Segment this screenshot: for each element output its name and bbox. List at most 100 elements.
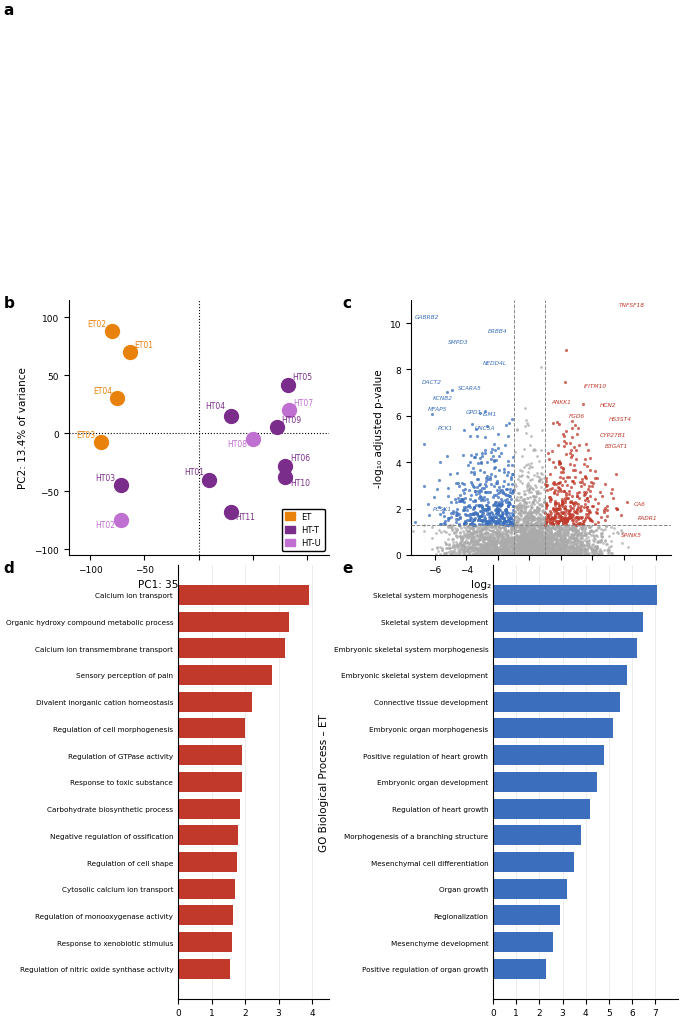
Point	[464, 512, 475, 528]
Point	[504, 535, 515, 551]
Point	[477, 540, 488, 556]
Point	[467, 539, 478, 555]
Point	[535, 530, 546, 546]
Point	[545, 515, 556, 531]
Point	[280, 459, 291, 475]
Point	[571, 510, 582, 526]
Point	[462, 498, 473, 515]
Point	[475, 527, 486, 543]
Point	[561, 539, 572, 555]
Point	[523, 541, 534, 557]
Point	[576, 522, 587, 538]
Point	[527, 534, 538, 550]
Point	[456, 491, 466, 507]
Bar	[493, 852, 574, 872]
Point	[475, 518, 486, 534]
Point	[468, 546, 479, 562]
Point	[523, 520, 534, 536]
Point	[519, 541, 530, 557]
Point	[510, 538, 521, 554]
Point	[427, 541, 438, 557]
Point	[532, 525, 543, 541]
Point	[516, 538, 527, 554]
Point	[456, 538, 467, 554]
Point	[477, 538, 488, 554]
Point	[482, 501, 493, 518]
Point	[486, 524, 497, 540]
Point	[551, 534, 562, 550]
Point	[562, 541, 573, 557]
Point	[477, 540, 488, 556]
Point	[548, 541, 559, 557]
Point	[476, 522, 487, 538]
Point	[455, 526, 466, 542]
Point	[552, 501, 563, 518]
Point	[549, 506, 560, 523]
Point	[557, 495, 568, 512]
Point	[497, 511, 508, 527]
Point	[521, 517, 532, 533]
Point	[557, 539, 568, 555]
Point	[534, 526, 545, 542]
Point	[453, 528, 464, 544]
Point	[524, 547, 535, 564]
Point	[591, 471, 602, 487]
Point	[540, 531, 551, 547]
Point	[496, 540, 507, 556]
Point	[517, 543, 528, 559]
Point	[475, 476, 486, 492]
Point	[466, 537, 477, 553]
Point	[555, 540, 566, 556]
Point	[580, 542, 590, 558]
Point	[517, 539, 528, 555]
Point	[556, 544, 567, 560]
Point	[470, 525, 481, 541]
Point	[514, 545, 525, 561]
Text: UNC5A: UNC5A	[475, 426, 495, 430]
Point	[453, 493, 464, 510]
Point	[549, 520, 560, 536]
Point	[563, 531, 574, 547]
Point	[523, 545, 534, 561]
Point	[478, 508, 489, 525]
Point	[537, 526, 548, 542]
Point	[565, 535, 576, 551]
Point	[545, 531, 556, 547]
Point	[514, 543, 525, 559]
Point	[493, 530, 503, 546]
Point	[465, 534, 476, 550]
Point	[576, 547, 587, 564]
Point	[516, 540, 527, 556]
Point	[530, 535, 541, 551]
Point	[504, 484, 515, 500]
Point	[572, 543, 583, 559]
Point	[481, 538, 492, 554]
Point	[581, 436, 592, 452]
Point	[498, 546, 509, 562]
Point	[525, 519, 536, 535]
Point	[481, 531, 492, 547]
Point	[482, 544, 493, 560]
Point	[523, 510, 534, 526]
Point	[495, 496, 506, 513]
Point	[524, 530, 535, 546]
Point	[476, 500, 487, 517]
Point	[521, 542, 532, 558]
Point	[510, 523, 521, 539]
Point	[475, 525, 486, 541]
Point	[488, 518, 499, 534]
Point	[494, 485, 505, 501]
Point	[519, 524, 530, 540]
Point	[583, 546, 594, 562]
Point	[510, 516, 521, 532]
Point	[556, 530, 567, 546]
Point	[522, 507, 533, 524]
Point	[469, 517, 480, 533]
Point	[510, 518, 521, 534]
Point	[534, 536, 545, 552]
Point	[473, 520, 484, 536]
Point	[518, 529, 529, 545]
Point	[514, 544, 525, 560]
Point	[526, 547, 537, 564]
Point	[562, 525, 573, 541]
